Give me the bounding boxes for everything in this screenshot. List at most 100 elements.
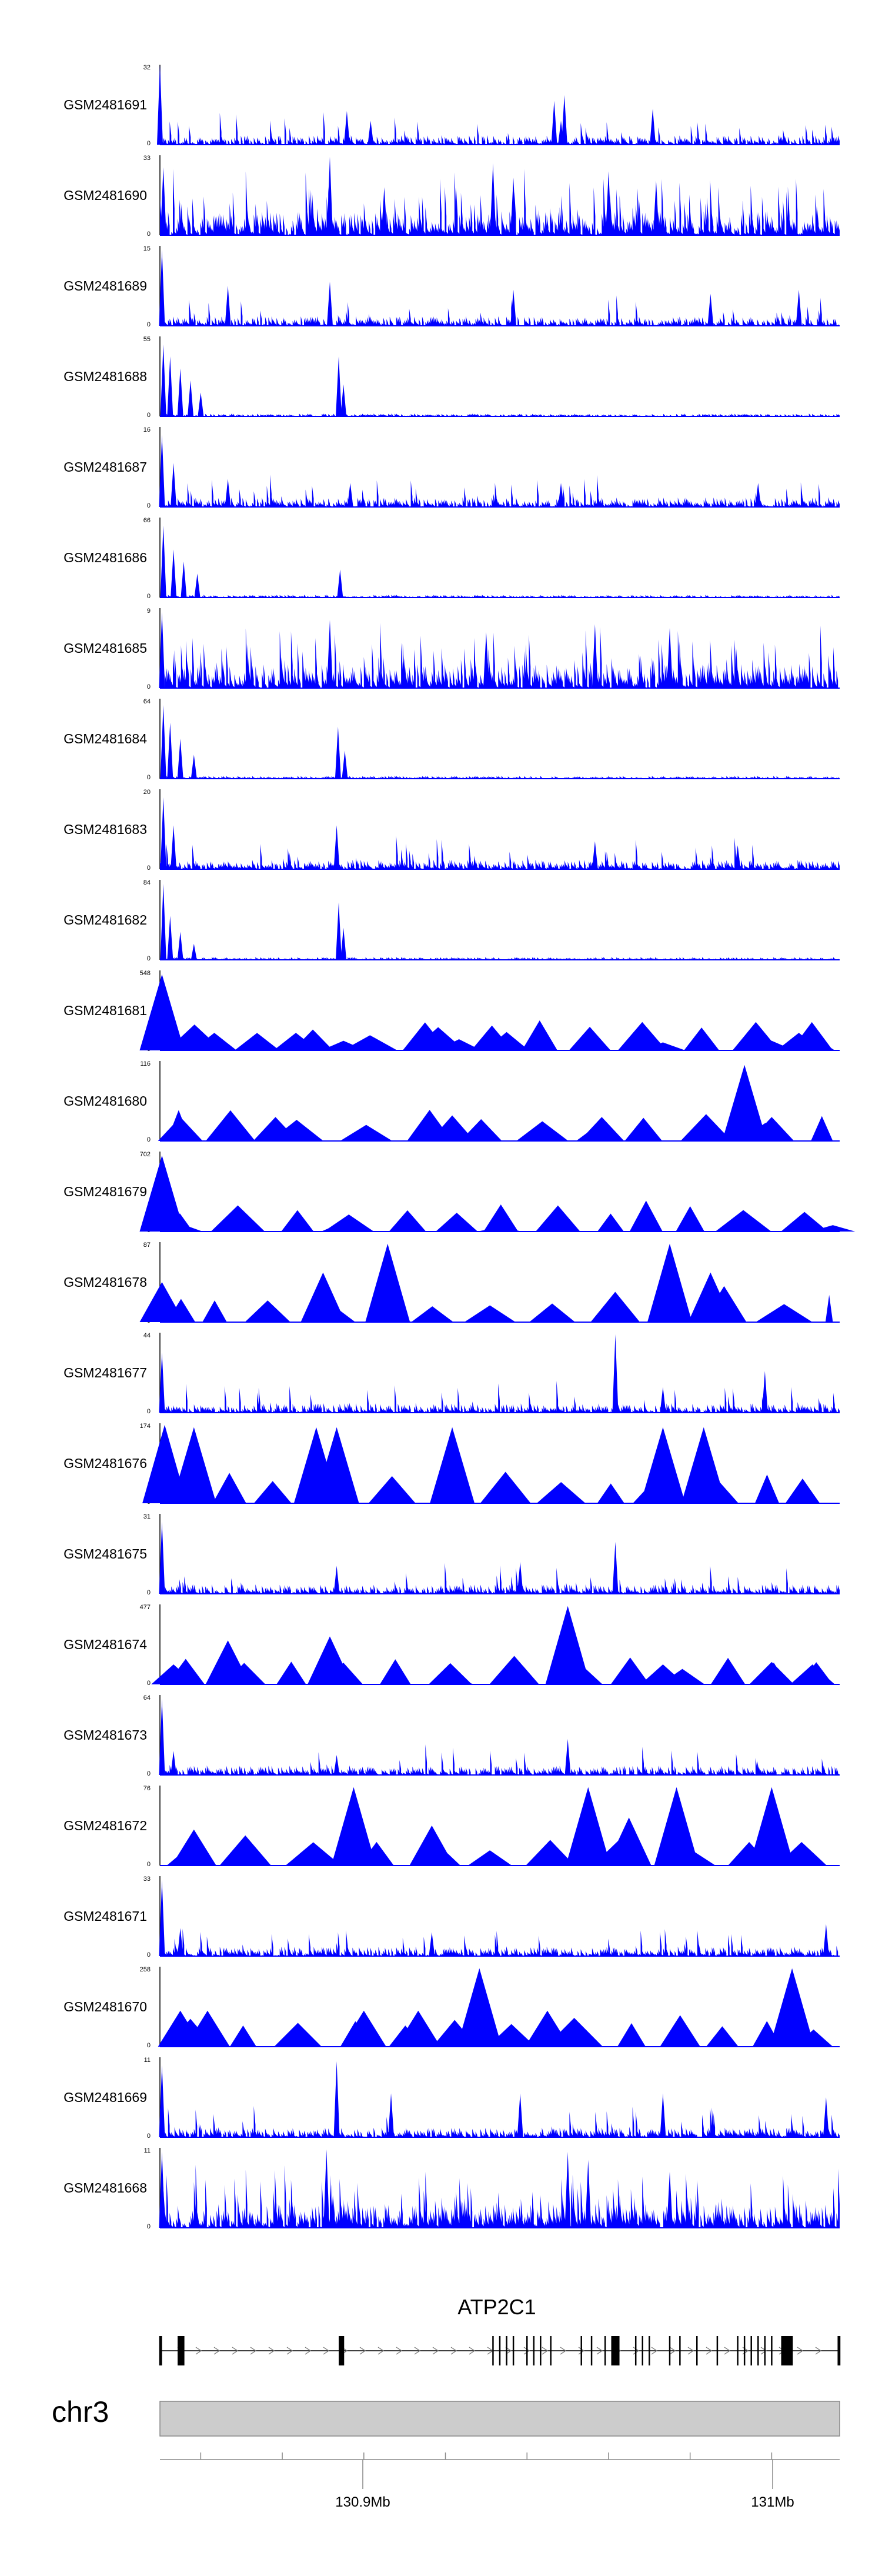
coverage-peak <box>171 825 177 869</box>
data-triangle <box>483 1204 519 1232</box>
data-triangle <box>205 1110 255 1141</box>
strand-arrow <box>815 2347 822 2355</box>
coverage-peak <box>524 2010 570 2047</box>
coverage-peak <box>667 628 673 688</box>
strand-arrow <box>596 2347 603 2355</box>
track-ymin-label: 0 <box>147 1408 151 1415</box>
track-label: GSM2481675 <box>64 1546 147 1561</box>
strand-arrow <box>195 2347 202 2355</box>
track-ymax-label: 33 <box>143 155 151 162</box>
data-triangle <box>389 1210 426 1232</box>
strand-arrow <box>450 2347 457 2355</box>
coverage-peak <box>483 632 489 688</box>
data-triangle <box>536 1482 586 1503</box>
track-ymin-label: 0 <box>147 1136 151 1143</box>
track-ymax-label: 66 <box>143 517 151 524</box>
coverage-peak <box>823 2097 829 2137</box>
coverage-peak <box>171 1427 216 1503</box>
coverage-area <box>160 475 840 507</box>
coverage-peak <box>341 2010 386 2047</box>
data-triangle <box>756 1304 813 1322</box>
track-ymin-label: 0 <box>147 683 151 690</box>
track-GSM2481674: GSM2481674 477 0 <box>64 1604 840 1687</box>
coverage-area <box>160 623 840 688</box>
coverage-peak <box>159 435 165 507</box>
strand-arrow <box>213 2347 220 2355</box>
data-triangle <box>464 1305 516 1322</box>
track-GSM2481691: GSM2481691 32 0 <box>64 64 840 147</box>
data-triangle <box>212 1473 246 1503</box>
data-triangle <box>274 2023 322 2047</box>
coverage-tracks: GSM2481691320GSM2481690330GSM2481689150G… <box>64 64 856 2230</box>
chromosome-label: chr3 <box>52 2395 109 2428</box>
track-ymax-label: 31 <box>143 1513 151 1520</box>
data-triangle <box>480 1471 531 1503</box>
coverage-area <box>160 595 840 598</box>
track-label: GSM2481677 <box>64 1365 147 1380</box>
track-label: GSM2481672 <box>64 1818 147 1833</box>
track-GSM2481686: GSM2481686 66 0 <box>64 517 840 600</box>
data-triangle <box>211 1205 265 1232</box>
strand-arrow <box>268 2347 275 2355</box>
track-ymax-label: 116 <box>140 1060 151 1067</box>
coverage-peak <box>734 845 741 869</box>
coverage-peak <box>205 1640 250 1684</box>
coverage-peak <box>321 1040 366 1050</box>
coverage-peak <box>381 187 387 235</box>
strand-arrow <box>760 2347 767 2355</box>
data-triangle <box>660 2015 700 2047</box>
track-label: GSM2481679 <box>64 1184 147 1199</box>
coverage-peak <box>654 1787 699 1866</box>
coverage-peak <box>198 392 204 416</box>
coverage-peak <box>647 1243 692 1322</box>
strand-arrow <box>724 2347 731 2355</box>
track-ymin-label: 0 <box>147 1680 151 1687</box>
coverage-peak <box>192 1033 237 1050</box>
data-triangle <box>529 1303 576 1322</box>
coverage-peak <box>640 1664 686 1684</box>
track-label: GSM2481688 <box>64 369 147 384</box>
track-ymax-label: 477 <box>140 1604 151 1611</box>
coverage-peak <box>429 1932 435 1956</box>
coverage-peak <box>194 573 201 598</box>
coverage-peak <box>409 1826 455 1866</box>
strand-arrow <box>396 2347 403 2355</box>
data-triangle <box>569 1026 611 1050</box>
coverage-peak <box>327 620 333 688</box>
coverage-peak <box>333 1566 340 1594</box>
coverage-peak <box>167 916 173 960</box>
track-label: GSM2481676 <box>64 1456 147 1471</box>
track-label: GSM2481668 <box>64 2180 147 2195</box>
track-ymax-label: 258 <box>140 1966 151 1973</box>
track-ymax-label: 64 <box>143 698 151 705</box>
data-triangle <box>617 2023 646 2047</box>
coverage-peak <box>585 2160 592 2228</box>
coverage-peak <box>810 1225 856 1232</box>
track-label: GSM2481681 <box>64 1003 147 1018</box>
strand-arrow <box>414 2347 421 2355</box>
track-label: GSM2481684 <box>64 731 147 746</box>
data-triangle <box>276 1661 306 1684</box>
track-ymax-label: 64 <box>143 1694 151 1701</box>
coverage-peak <box>640 1427 686 1503</box>
coverage-peak <box>158 1117 203 1141</box>
data-triangle <box>460 1119 502 1141</box>
coverage-peak <box>402 1022 447 1050</box>
coverage-peak <box>327 282 333 326</box>
gene-exons <box>159 2336 841 2365</box>
coverage-peak <box>159 1521 165 1594</box>
track-label: GSM2481685 <box>64 640 147 656</box>
track-GSM2481683: GSM2481683 20 0 <box>64 789 840 872</box>
axis-tick-label: 131Mb <box>751 2494 794 2510</box>
coverage-peak <box>681 1427 726 1503</box>
track-ymin-label: 0 <box>147 412 151 419</box>
coverage-peak <box>722 1065 767 1141</box>
track-ymax-label: 16 <box>143 426 151 433</box>
strand-arrow <box>560 2347 567 2355</box>
track-ymin-label: 0 <box>147 865 151 872</box>
track-ymin-label: 0 <box>147 1861 151 1868</box>
coverage-peak <box>171 463 177 507</box>
coverage-peak <box>430 1678 475 1684</box>
coverage-peak <box>650 108 656 145</box>
